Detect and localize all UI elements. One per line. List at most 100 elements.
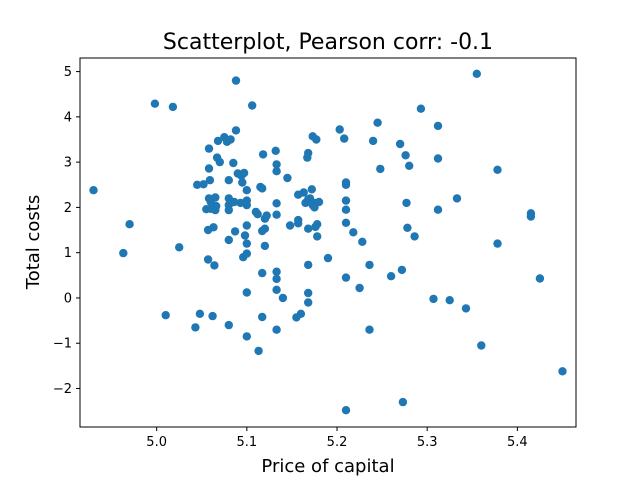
data-point [175,243,184,252]
data-point [242,332,251,341]
x-tick-label: 5.1 [236,435,257,450]
data-point [231,76,241,85]
data-point [304,260,313,270]
y-tick-label: 0 [64,291,72,306]
data-point [229,158,238,168]
data-point [433,121,443,131]
y-tick-label: 3 [64,156,72,171]
data-point [262,211,271,220]
x-tick-label: 5.4 [507,435,528,450]
data-point [242,221,251,230]
data-point [150,99,160,108]
data-point [416,104,426,113]
data-point [402,198,411,208]
data-point [242,249,251,258]
data-point [433,205,443,214]
data-point [204,164,214,173]
y-tick-label: 4 [64,110,72,125]
data-point [230,197,239,207]
data-point [272,210,281,219]
data-point [215,157,224,167]
data-point [323,253,333,263]
data-point [271,146,280,155]
x-tick-label: 5.3 [417,435,438,450]
data-point [258,150,268,159]
data-point [461,304,471,313]
data-point [341,406,351,415]
data-point [355,283,364,293]
data-point [285,221,295,230]
data-point [341,218,351,227]
data-point [526,212,536,221]
data-point [558,367,567,376]
data-point [211,193,220,202]
data-point [236,198,245,208]
y-tick-label: 2 [64,201,72,216]
data-point [260,224,270,233]
data-point [224,235,233,245]
y-axis-ticks: −2 −1 0 1 2 3 4 5 [53,65,80,397]
data-point [209,223,218,232]
data-point [313,232,322,241]
data-point [224,205,233,215]
data-point [349,228,358,237]
data-point [272,199,281,208]
data-point [210,261,219,270]
data-point [445,296,454,305]
x-axis-ticks: 5.0 5.1 5.2 5.3 5.4 [146,427,528,450]
data-point [204,144,214,153]
data-point [398,397,408,407]
data-point [248,101,257,110]
chart-title: Scatterplot, Pearson corr: -0.1 [163,30,493,55]
data-point [472,69,481,79]
data-point [161,311,170,320]
data-point [125,220,134,229]
data-point [213,136,223,146]
data-point [341,180,351,189]
data-point [258,312,267,322]
data-point [208,311,217,321]
data-point [191,323,200,332]
data-point [272,267,281,276]
data-point [314,197,324,207]
data-point [340,134,349,143]
x-tick-label: 5.2 [327,435,348,450]
data-point [238,178,247,187]
data-point [242,196,251,205]
data-point [272,167,281,176]
data-point [341,273,351,282]
data-point [199,180,208,189]
data-point [168,102,178,112]
data-point [294,215,303,225]
data-point [477,341,486,350]
data-point [254,346,263,356]
data-point [365,325,374,334]
data-point [272,285,281,294]
data-point [312,135,321,144]
data-point [304,148,313,158]
data-point [335,125,344,134]
data-point [260,241,270,251]
data-point [242,288,251,297]
data-point [493,239,502,248]
data-point [341,196,351,205]
data-point [313,220,322,229]
data-points [89,69,567,415]
data-point [272,274,281,284]
data-point [205,176,215,185]
plot-area [79,57,577,428]
y-tick-label: −2 [53,382,72,397]
data-point [368,136,378,146]
data-point [397,265,407,275]
data-point [452,194,462,203]
data-point [119,248,128,258]
data-point [405,161,414,170]
data-point [373,118,382,127]
data-point [230,227,240,236]
y-tick-label: 1 [64,246,72,261]
data-point [283,173,292,183]
data-point [433,154,443,163]
data-point [341,205,351,214]
data-point [258,268,267,278]
